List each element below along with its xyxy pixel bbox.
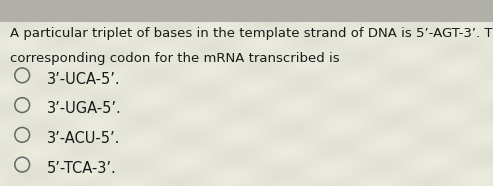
Text: A particular triplet of bases in the template strand of DNA is 5’-AGT-3’. The: A particular triplet of bases in the tem… [10,27,493,40]
FancyBboxPatch shape [0,0,493,22]
Text: 3’-UGA-5’.: 3’-UGA-5’. [47,101,122,116]
Text: corresponding codon for the mRNA transcribed is: corresponding codon for the mRNA transcr… [10,52,340,65]
Text: 3’-UCA-5’.: 3’-UCA-5’. [47,72,120,87]
Text: 3’-ACU-5’.: 3’-ACU-5’. [47,131,120,146]
Text: 5’-TCA-3’.: 5’-TCA-3’. [47,161,116,176]
